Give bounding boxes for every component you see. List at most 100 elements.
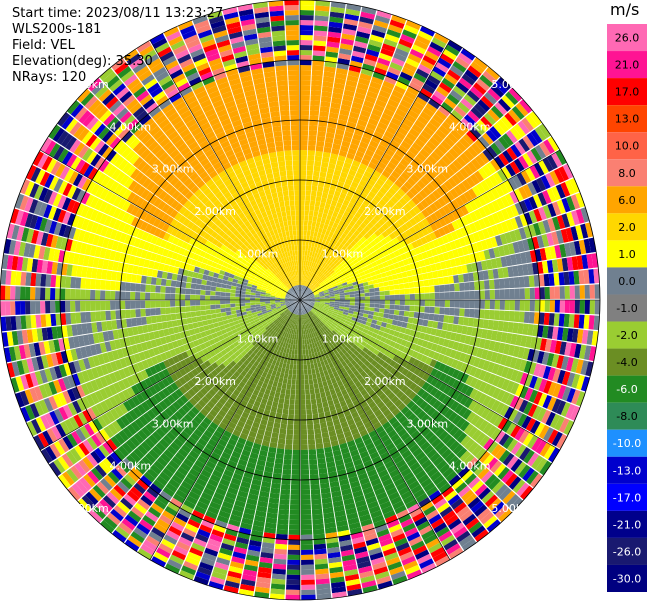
range-gate: [389, 19, 405, 29]
range-gate: [332, 92, 343, 100]
range-gate: [170, 521, 185, 532]
range-gate: [471, 327, 478, 337]
range-gate: [349, 246, 356, 253]
range-gate: [389, 300, 395, 305]
range-gate: [248, 457, 258, 465]
range-gate: [325, 363, 331, 370]
range-gate: [354, 302, 360, 307]
range-gate: [244, 559, 259, 567]
range-gate: [497, 267, 504, 279]
range-gate: [324, 336, 330, 342]
range-gate: [310, 332, 315, 338]
range-gate: [408, 536, 423, 547]
range-gate: [528, 312, 535, 324]
range-gate: [400, 206, 409, 215]
range-gate: [556, 355, 565, 369]
range-gate: [480, 180, 491, 192]
range-gate: [388, 24, 403, 34]
range-gate: [314, 293, 320, 297]
range-gate: [443, 136, 455, 148]
range-gate: [374, 229, 382, 237]
range-gate: [135, 393, 145, 404]
range-gate: [456, 447, 468, 459]
range-gate: [309, 474, 319, 480]
range-gate: [372, 206, 380, 215]
range-gate: [342, 340, 349, 346]
range-gate: [412, 275, 419, 282]
range-gate: [291, 479, 300, 485]
range-gate: [455, 417, 466, 429]
range-gate: [345, 414, 353, 422]
range-gate: [283, 403, 290, 410]
range-gate: [272, 563, 287, 570]
range-gate: [304, 265, 308, 271]
range-gate: [480, 95, 494, 109]
range-gate: [339, 320, 345, 325]
range-gate: [277, 340, 282, 346]
range-gate: [428, 396, 438, 407]
range-gate: [542, 205, 552, 219]
range-gate: [268, 497, 280, 504]
range-gate: [445, 514, 459, 526]
range-gate: [333, 169, 342, 177]
range-gate: [482, 70, 497, 84]
range-gate: [317, 323, 323, 329]
range-gate: [332, 285, 338, 290]
range-gate: [187, 410, 197, 419]
range-gate: [322, 268, 327, 274]
range-gate: [247, 315, 254, 320]
range-gate: [271, 401, 279, 408]
range-gate: [170, 391, 180, 401]
range-gate: [350, 164, 359, 172]
range-gate: [353, 270, 360, 276]
range-gate: [397, 103, 410, 114]
range-gate: [289, 519, 300, 525]
range-gate: [333, 320, 339, 325]
range-gate: [315, 276, 320, 282]
range-gate: [120, 477, 133, 490]
range-gate: [384, 460, 395, 469]
range-gate: [419, 293, 425, 300]
range-gate: [433, 474, 445, 486]
range-gate: [424, 430, 435, 441]
range-gate: [363, 232, 371, 240]
range-gate: [140, 494, 154, 507]
range-gate: [318, 116, 329, 123]
range-gate: [126, 490, 140, 503]
range-gate: [469, 173, 480, 185]
range-gate: [298, 329, 300, 335]
range-gate: [341, 279, 347, 284]
range-gate: [373, 438, 383, 447]
range-gate: [395, 390, 405, 399]
range-gate: [502, 490, 516, 505]
range-gate: [410, 484, 423, 495]
range-gate: [375, 524, 388, 533]
range-gate: [276, 448, 285, 455]
range-gate: [393, 362, 401, 371]
range-gate: [401, 418, 411, 428]
range-gate: [413, 433, 424, 444]
range-gate: [371, 250, 378, 258]
range-gate: [377, 580, 393, 590]
range-gate: [300, 255, 303, 261]
range-gate: [238, 485, 250, 494]
range-gate: [433, 200, 443, 210]
range-gate: [460, 216, 469, 227]
range-gate: [308, 379, 314, 385]
range-gate: [359, 179, 368, 188]
range-gate: [486, 190, 496, 202]
range-gate: [272, 310, 278, 314]
range-gate: [202, 416, 212, 426]
range-gate: [102, 441, 114, 455]
range-gate: [313, 306, 318, 310]
range-gate: [263, 471, 273, 478]
range-gate: [473, 368, 483, 379]
range-gate: [62, 404, 73, 419]
range-gate: [301, 564, 315, 570]
range-gate: [313, 306, 319, 310]
range-gate: [351, 411, 360, 419]
range-gate: [170, 441, 181, 452]
range-gate: [149, 365, 158, 375]
range-gate: [281, 413, 288, 420]
range-gate: [325, 198, 333, 205]
